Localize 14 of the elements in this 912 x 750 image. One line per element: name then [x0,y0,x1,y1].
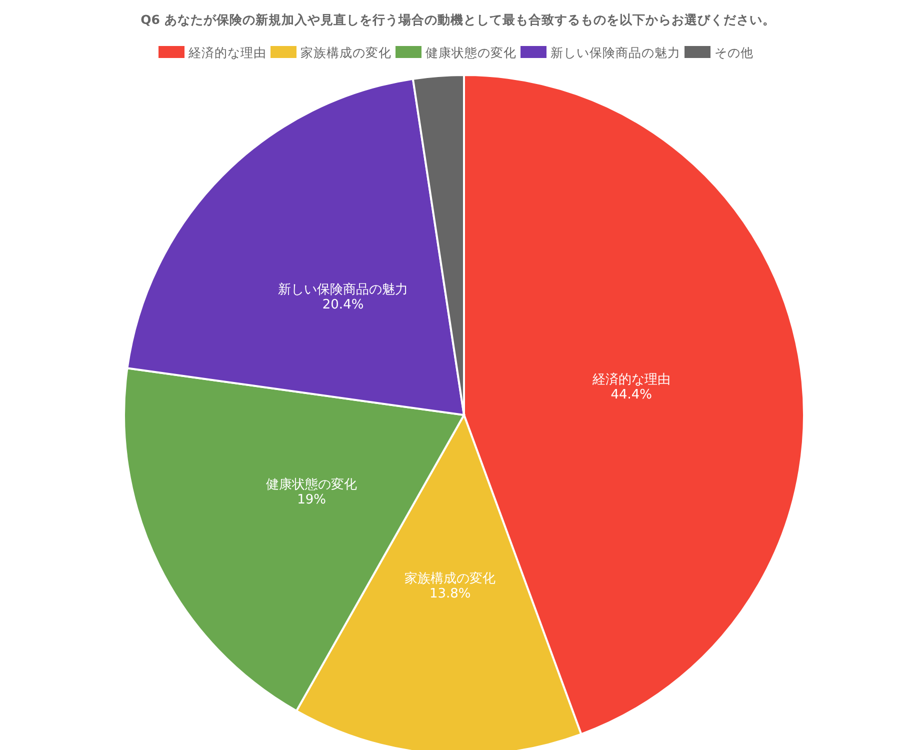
slice-label: 健康状態の変化 [266,476,358,492]
legend-label: 新しい保険商品の魅力 [550,45,680,60]
data-label: 13.8% [429,586,471,602]
slice-label: 経済的な理由 [591,371,670,388]
legend-label: 健康状態の変化 [426,45,516,60]
slice-label: 新しい保険商品の魅力 [278,282,408,298]
legend-label: 家族構成の変化 [300,45,392,60]
legend-label: その他 [714,45,754,60]
data-label: 19% [297,492,326,508]
legend-label: 経済的な理由 [188,45,266,60]
data-label: 20.4% [322,298,364,313]
chart-title: Q6 あなたが保険の新規加入や見直しを行う場合の動機として最も合致するものを以下からお選びください。 [140,12,776,27]
slice-label: 家族構成の変化 [404,570,496,586]
data-label: 44.4% [610,387,652,402]
